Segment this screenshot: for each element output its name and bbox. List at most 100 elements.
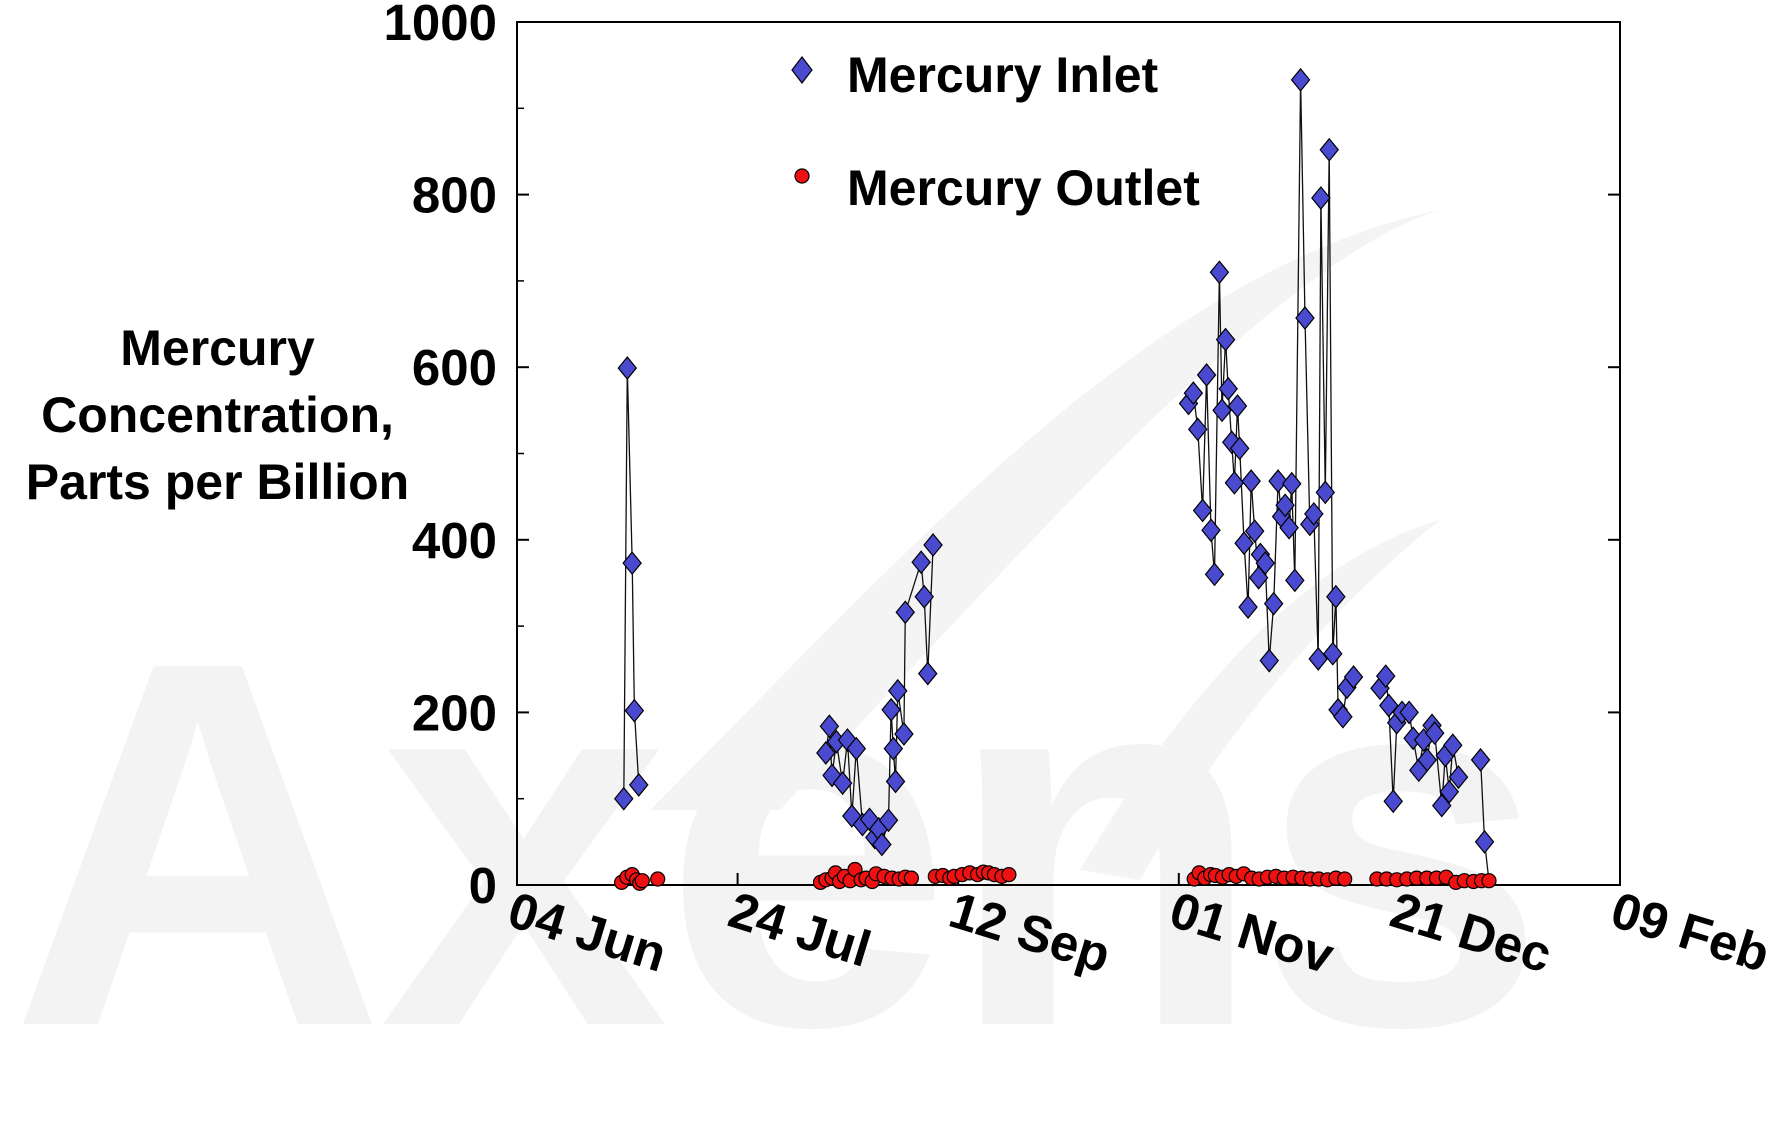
inlet-point xyxy=(1263,591,1284,616)
inlet-point xyxy=(816,741,836,765)
inlet-point xyxy=(819,714,840,739)
inlet-point xyxy=(872,832,892,857)
inlet-point xyxy=(1279,515,1299,540)
inlet-point xyxy=(1196,363,1217,387)
inlet-point xyxy=(1285,568,1305,593)
outlet-point xyxy=(650,871,666,887)
inlet-point xyxy=(628,772,649,797)
inlet-point xyxy=(859,807,880,832)
inlet-point xyxy=(883,736,904,761)
inlet-point xyxy=(1215,327,1236,352)
mercury-concentration-chart: 0 200 400 600 800 1000 04 Jun 24 Jul 12 Sep 01 No… xyxy=(384,0,1776,985)
inlet-point xyxy=(622,551,642,576)
inlet-point xyxy=(1229,436,1250,461)
inlet-point xyxy=(1379,693,1399,718)
inlet-point xyxy=(911,550,931,575)
outlet-point xyxy=(634,873,650,889)
inlet-point xyxy=(1227,394,1248,418)
inlet-point xyxy=(1470,747,1491,772)
outlet-point xyxy=(1337,871,1353,887)
inlet-point xyxy=(1304,501,1324,526)
legend-outlet-marker xyxy=(794,168,810,184)
axes: 0 200 400 600 800 1000 04 Jun 24 Jul 12 Sep 01 No… xyxy=(384,0,1776,985)
outlet-point xyxy=(903,870,920,886)
inlet-point xyxy=(1375,664,1396,689)
inlet-point xyxy=(1244,519,1265,544)
x-tick-label-3: 01 Nov xyxy=(1164,881,1341,985)
inlet-point xyxy=(1268,469,1288,494)
x-tick-label-2: 12 Sep xyxy=(943,881,1117,984)
inlet-point xyxy=(1224,470,1245,495)
inlet-point xyxy=(1424,721,1445,746)
inlet-point xyxy=(1255,551,1276,576)
y-axis-label-line-1: Mercury xyxy=(120,320,315,376)
inlet-point xyxy=(923,533,943,557)
watermark-swoosh xyxy=(650,210,1440,880)
legend-inlet-label: Mercury Inlet xyxy=(847,47,1159,103)
y-tick-label-400: 400 xyxy=(412,512,497,569)
y-axis-label-line-3: Parts per Billion xyxy=(25,454,410,510)
inlet-point xyxy=(1323,641,1343,666)
inlet-point xyxy=(1290,67,1311,92)
inlet-point xyxy=(894,722,914,746)
inlet-point xyxy=(1343,665,1364,689)
y-tick-label-1000: 1000 xyxy=(384,0,497,51)
inlet-point xyxy=(1192,498,1213,523)
inlet-point xyxy=(1234,531,1254,556)
inlet-point xyxy=(1295,306,1315,330)
inlet-point xyxy=(1241,469,1261,494)
inlet-line-segment-4 xyxy=(1479,759,1502,886)
inlet-point xyxy=(878,808,899,833)
inlet-point xyxy=(881,697,901,722)
inlet-point xyxy=(917,661,938,686)
inlet-point xyxy=(1315,480,1336,505)
inlet-point xyxy=(914,584,935,609)
series-markers xyxy=(613,67,1497,891)
inlet-point xyxy=(1383,789,1403,814)
inlet-point xyxy=(832,771,853,796)
inlet-point xyxy=(1281,471,1302,496)
inlet-line-segment-2 xyxy=(1187,79,1355,719)
inlet-point xyxy=(846,736,867,761)
inlet-point xyxy=(1218,376,1238,401)
inlet-point xyxy=(837,728,858,752)
inlet-point xyxy=(1201,518,1221,543)
x-tick-label-0: 04 Jun xyxy=(502,881,673,983)
y-tick-label-800: 800 xyxy=(412,167,497,224)
y-tick-label-600: 600 xyxy=(412,339,497,396)
inlet-point xyxy=(1326,584,1346,609)
inlet-point xyxy=(1308,646,1328,671)
inlet-point xyxy=(624,698,645,723)
inlet-point xyxy=(1209,260,1230,285)
x-tick-label-1: 24 Jul xyxy=(722,881,877,978)
y-axis-label: Mercury Concentration, Parts per Billion xyxy=(0,315,435,516)
inlet-point xyxy=(887,678,908,703)
inlet-point xyxy=(1238,595,1258,620)
inlet-point xyxy=(895,600,916,625)
y-tick-label-200: 200 xyxy=(412,684,497,741)
x-tick-label-4: 21 Dec xyxy=(1384,881,1558,984)
inlet-line-segment-0 xyxy=(623,368,640,799)
inlet-point xyxy=(1443,733,1463,758)
outlet-point xyxy=(1481,873,1497,889)
legend: Mercury Inlet Mercury Outlet xyxy=(791,47,1200,216)
inlet-point xyxy=(1474,829,1495,854)
legend-outlet-label: Mercury Outlet xyxy=(847,160,1200,216)
inlet-point xyxy=(1204,562,1225,587)
inlet-point xyxy=(885,769,906,794)
inlet-point xyxy=(1431,793,1452,818)
inlet-point xyxy=(1439,779,1460,804)
inlet-point xyxy=(842,804,862,828)
inlet-point xyxy=(822,763,842,788)
inlet-point xyxy=(1319,137,1340,162)
inlet-point xyxy=(617,356,638,381)
y-axis-label-line-2: Concentration, xyxy=(41,387,394,443)
y-tick-label-0: 0 xyxy=(469,857,497,914)
inlet-point xyxy=(1187,417,1208,442)
x-tick-label-5: 09 Feb xyxy=(1605,881,1776,983)
inlet-point xyxy=(1212,398,1232,423)
inlet-point xyxy=(1417,747,1437,772)
legend-inlet-marker xyxy=(791,56,813,84)
inlet-point xyxy=(1399,700,1419,725)
inlet-point xyxy=(1448,765,1469,790)
